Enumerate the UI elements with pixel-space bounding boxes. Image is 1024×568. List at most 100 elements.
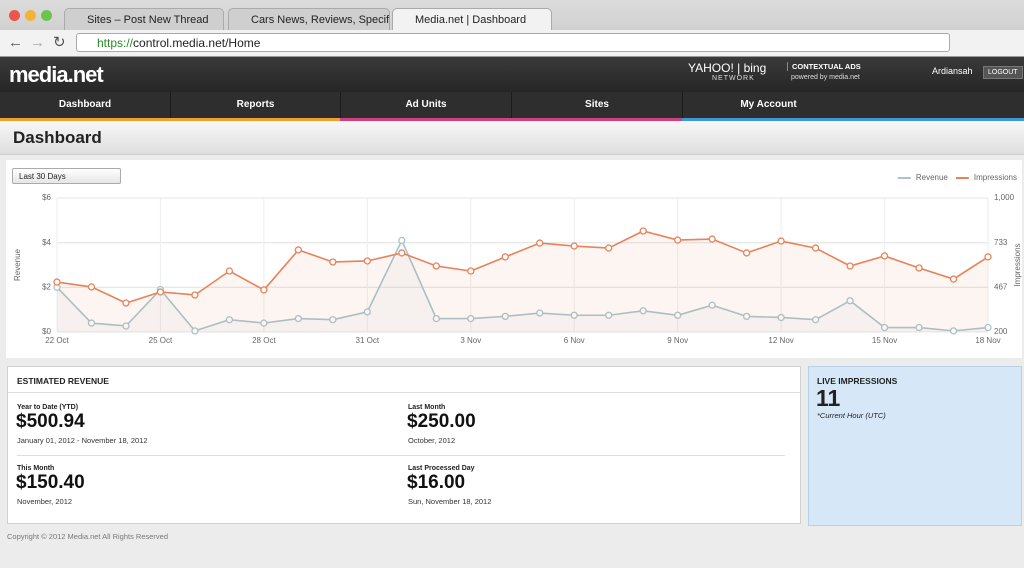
- x-tick-label: 3 Nov: [460, 336, 481, 345]
- tab-active[interactable]: Media.net | Dashboard: [392, 8, 552, 30]
- data-point: [156, 288, 165, 296]
- stat-label: Last Month: [408, 404, 446, 411]
- data-point: [467, 314, 475, 323]
- data-point: [294, 314, 303, 323]
- y2-tick-label: 467: [994, 282, 1008, 291]
- stat-label: This Month: [17, 465, 55, 472]
- data-point: [742, 249, 751, 257]
- network-label: NETWORK: [712, 75, 755, 82]
- powered-label: powered by media.net: [791, 74, 860, 81]
- data-point: [846, 297, 854, 305]
- logout-button[interactable]: LOGOUT: [983, 66, 1023, 79]
- nav-item[interactable]: Reports: [171, 92, 341, 118]
- data-point: [225, 267, 234, 275]
- data-point: [570, 311, 578, 319]
- y-tick-label: $0: [42, 327, 51, 336]
- stat-period: January 01, 2012 - November 18, 2012: [17, 436, 148, 445]
- tab[interactable]: Cars News, Reviews, Specific: [228, 8, 390, 30]
- panel-title: LIVE IMPRESSIONS: [817, 376, 898, 386]
- data-point: [605, 244, 613, 252]
- data-point: [570, 242, 578, 250]
- tab[interactable]: Sites – Post New Thread: [64, 8, 224, 30]
- data-point: [846, 262, 854, 270]
- forward-button[interactable]: →: [30, 34, 45, 51]
- data-point: [191, 291, 199, 299]
- stat-label: Year to Date (YTD): [17, 404, 79, 411]
- data-point: [742, 312, 751, 321]
- data-point: [432, 262, 440, 270]
- url-scheme: https://: [97, 36, 134, 50]
- data-point: [811, 244, 820, 252]
- data-point: [87, 319, 96, 327]
- live-note: *Current Hour (UTC): [817, 411, 886, 420]
- data-point: [708, 235, 716, 243]
- data-point: [674, 311, 682, 319]
- title-bar: [0, 121, 1024, 155]
- stripe: [340, 118, 682, 121]
- range-select[interactable]: Last 30 Days: [12, 168, 121, 184]
- data-point: [501, 312, 509, 321]
- series-line: [56, 230, 989, 304]
- data-point: [880, 252, 889, 260]
- data-point: [984, 253, 992, 261]
- y-axis-title: Revenue: [13, 248, 22, 281]
- y2-axis-title: Impressions: [1013, 243, 1022, 286]
- data-point: [363, 308, 371, 316]
- address-bar[interactable]: https://control.media.net/Home: [76, 33, 950, 52]
- data-point: [294, 246, 303, 254]
- series-area: [57, 230, 988, 332]
- legend-label: Impressions: [974, 173, 1017, 182]
- stripe: [682, 118, 1024, 121]
- data-point: [605, 311, 613, 319]
- stat-value: $16.00: [407, 472, 466, 493]
- data-point: [398, 236, 406, 245]
- data-point: [225, 316, 234, 324]
- data-point: [432, 314, 440, 323]
- data-point: [260, 286, 268, 294]
- panel-title: ESTIMATED REVENUE: [17, 376, 109, 386]
- stripe: [0, 118, 340, 121]
- x-tick-label: 12 Nov: [768, 336, 793, 345]
- nav-item[interactable]: My Account: [740, 99, 797, 110]
- site-header: [0, 57, 1024, 92]
- chart: $0 $2 $4 $6 200 467 733 1,000 22 Oct 25 Oct 28 Oct…: [13, 173, 1022, 345]
- series-line: [56, 238, 989, 332]
- live-value: 11: [816, 385, 841, 411]
- nav-item[interactable]: Dashboard: [0, 92, 171, 118]
- live-panel: [808, 366, 1022, 526]
- close-button[interactable]: [9, 10, 20, 21]
- back-button[interactable]: ←: [8, 34, 23, 51]
- logo[interactable]: media.net: [9, 62, 104, 87]
- nav-item[interactable]: Sites: [512, 92, 683, 118]
- nav-item[interactable]: Ad Units: [341, 92, 512, 118]
- data-point: [674, 236, 682, 244]
- page-title: Dashboard: [13, 128, 102, 147]
- data-point: [811, 316, 820, 324]
- data-point: [915, 323, 923, 332]
- series-area: [57, 240, 988, 332]
- data-point: [191, 327, 199, 335]
- stat-value: $500.94: [16, 411, 85, 432]
- data-point: [122, 299, 130, 307]
- zoom-button[interactable]: [41, 10, 52, 21]
- data-point: [467, 267, 475, 275]
- data-point: [984, 323, 992, 332]
- stat-value: $150.40: [16, 472, 85, 493]
- y-tick-label: $2: [42, 282, 51, 291]
- data-point: [639, 307, 647, 315]
- partner-logo: YAHOO! | bing: [688, 61, 767, 75]
- stat-value: $250.00: [407, 411, 476, 432]
- data-point: [536, 309, 544, 317]
- minimize-button[interactable]: [25, 10, 36, 21]
- reload-button[interactable]: ↻: [53, 34, 66, 51]
- data-point: [122, 322, 130, 330]
- y2-tick-label: 733: [994, 238, 1008, 247]
- data-point: [260, 319, 268, 327]
- data-point: [880, 323, 889, 332]
- data-point: [639, 227, 647, 235]
- x-tick-label: 25 Oct: [149, 336, 173, 345]
- y-tick-label: $6: [42, 193, 51, 202]
- data-point: [536, 239, 544, 247]
